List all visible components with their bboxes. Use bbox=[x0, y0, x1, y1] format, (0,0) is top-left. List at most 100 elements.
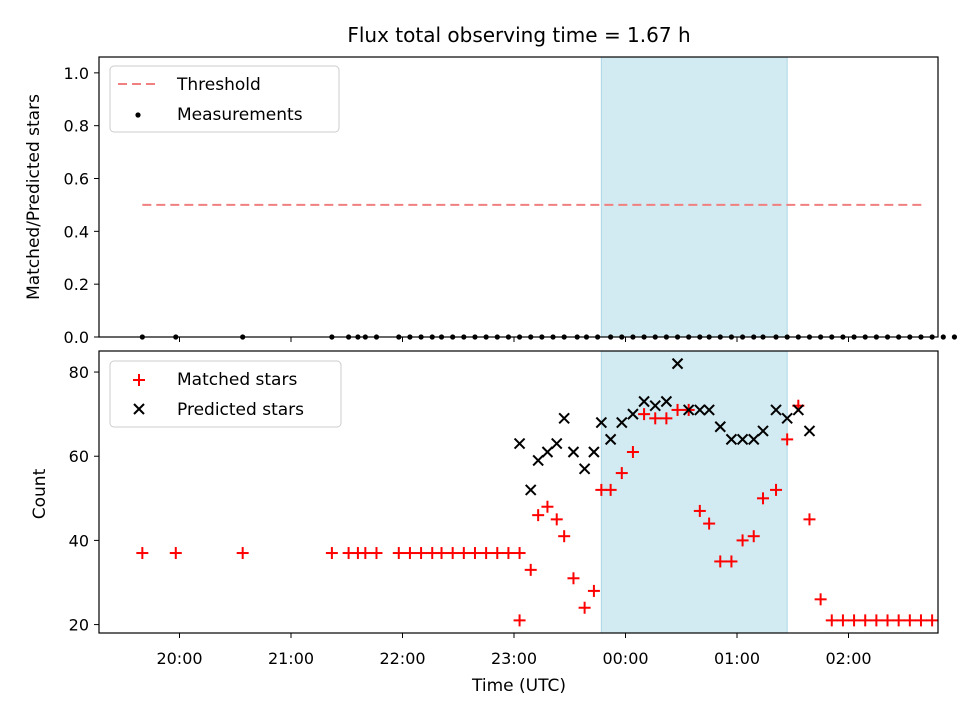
legend-measurements-swatch bbox=[135, 112, 141, 118]
measurement-point bbox=[940, 334, 946, 340]
predicted-star-point bbox=[551, 437, 563, 450]
bottom-y-tick-label: 40 bbox=[69, 531, 89, 550]
matched-star-point bbox=[814, 593, 827, 606]
predicted-star-point bbox=[660, 395, 673, 408]
matched-star-point bbox=[236, 547, 249, 560]
matched-star-point bbox=[567, 572, 580, 585]
top-legend: Threshold Measurements bbox=[109, 65, 340, 133]
x-tick-label: 20:00 bbox=[156, 649, 202, 668]
matched-star-point bbox=[457, 547, 470, 560]
legend-measurements-label: Measurements bbox=[177, 105, 303, 125]
predicted-star-point bbox=[649, 400, 661, 412]
x-tick-label: 01:00 bbox=[714, 649, 760, 668]
top-legend-box bbox=[109, 65, 340, 133]
predicted-star-point bbox=[567, 446, 580, 458]
predicted-star-point bbox=[803, 425, 816, 437]
top-y-tick-label: 0.6 bbox=[64, 170, 89, 189]
matched-star-point bbox=[491, 547, 504, 560]
shaded-interval bbox=[600, 56, 788, 338]
matched-star-point bbox=[870, 614, 883, 627]
top-y-axis: 0.0 0.2 0.4 0.6 0.8 1.0 bbox=[64, 64, 99, 347]
predicted-star-point bbox=[671, 357, 684, 370]
matched-star-point bbox=[693, 504, 706, 517]
matched-star-point bbox=[757, 492, 770, 505]
matched-star-point bbox=[325, 547, 338, 560]
shaded-interval bbox=[600, 350, 788, 634]
legend-predicted-label: Predicted stars bbox=[177, 400, 304, 420]
predicted-star-point bbox=[792, 404, 805, 416]
legend-matched-label: Matched stars bbox=[177, 370, 297, 390]
matched-star-point bbox=[825, 614, 838, 627]
top-y-tick-label: 0.4 bbox=[64, 222, 89, 241]
predicted-star-point bbox=[757, 425, 769, 437]
matched-star-point bbox=[578, 601, 591, 614]
predicted-star-point bbox=[588, 446, 600, 458]
predicted-star-point bbox=[525, 484, 537, 496]
predicted-star-point bbox=[638, 395, 650, 408]
top-y-tick-label: 1.0 bbox=[64, 64, 89, 83]
measurement-point bbox=[951, 334, 958, 340]
matched-star-point bbox=[513, 547, 526, 560]
matched-star-point bbox=[836, 614, 849, 627]
matched-star-point bbox=[671, 403, 684, 416]
matched-star-point bbox=[435, 547, 448, 560]
matched-star-point bbox=[848, 614, 861, 627]
chart-title: Flux total observing time = 1.67 h bbox=[347, 23, 690, 47]
matched-star-point bbox=[803, 513, 816, 526]
predicted-star-point bbox=[725, 433, 738, 446]
predicted-star-point bbox=[532, 454, 544, 467]
matched-star-point bbox=[615, 467, 628, 480]
bottom-axes-frame bbox=[98, 350, 939, 634]
matched-star-point bbox=[468, 547, 481, 560]
matched-star-point bbox=[524, 563, 537, 576]
matched-star-point bbox=[660, 412, 673, 425]
matched-star-point bbox=[370, 547, 383, 560]
legend-predicted-swatch bbox=[133, 403, 145, 415]
matched-star-point bbox=[359, 547, 372, 560]
matched-star-point bbox=[480, 547, 493, 560]
x-tick-label: 23:00 bbox=[491, 649, 537, 668]
top-axes-frame bbox=[98, 56, 939, 338]
matched-star-point bbox=[703, 517, 716, 530]
bottom-y-tick-label: 80 bbox=[69, 363, 89, 382]
top-x-axis-ticks bbox=[179, 337, 849, 342]
predicted-star-point bbox=[513, 437, 526, 450]
predicted-star-point bbox=[682, 404, 695, 416]
top-y-tick-label: 0.2 bbox=[64, 275, 89, 294]
top-shaded-interval bbox=[600, 56, 788, 338]
predicted-star-point bbox=[558, 412, 570, 425]
bottom-y-axis-label: Count bbox=[30, 468, 50, 519]
predicted-star-point bbox=[595, 416, 608, 429]
matched-star-point bbox=[859, 614, 872, 627]
matched-star-point bbox=[446, 547, 459, 560]
x-tick-label: 22:00 bbox=[379, 649, 425, 668]
predicted-star-point bbox=[604, 433, 617, 446]
bottom-x-axis: 20:00 21:00 22:00 23:00 00:00 01:00 02:00 bbox=[156, 633, 872, 668]
bottom-shaded-interval bbox=[600, 350, 788, 634]
predicted-star-point bbox=[541, 446, 554, 458]
top-series-layer bbox=[139, 203, 958, 340]
matched-star-point bbox=[403, 547, 416, 560]
matched-star-point bbox=[415, 547, 428, 560]
bottom-series-layer bbox=[136, 357, 939, 627]
matched-star-point bbox=[604, 483, 617, 496]
matched-star-point bbox=[903, 614, 916, 627]
matched-star-point bbox=[541, 500, 554, 513]
matched-star-point bbox=[714, 555, 727, 568]
predicted-star-point bbox=[770, 404, 782, 416]
matched-star-point bbox=[136, 547, 149, 560]
predicted-star-point bbox=[714, 421, 726, 433]
matched-star-point bbox=[649, 412, 662, 425]
predicted-star-point bbox=[736, 433, 749, 446]
x-tick-label: 00:00 bbox=[602, 649, 648, 668]
matched-star-point bbox=[926, 614, 939, 627]
matched-star-point bbox=[725, 555, 738, 568]
matched-star-point bbox=[781, 433, 794, 446]
bottom-y-tick-label: 60 bbox=[69, 447, 89, 466]
bottom-legend: Matched stars Predicted stars bbox=[109, 360, 342, 428]
bottom-y-tick-label: 20 bbox=[69, 616, 89, 635]
matched-star-point bbox=[169, 547, 182, 560]
matched-star-point bbox=[770, 483, 783, 496]
bottom-y-axis: 20 40 60 80 bbox=[69, 363, 99, 635]
legend-matched-swatch bbox=[133, 374, 145, 386]
